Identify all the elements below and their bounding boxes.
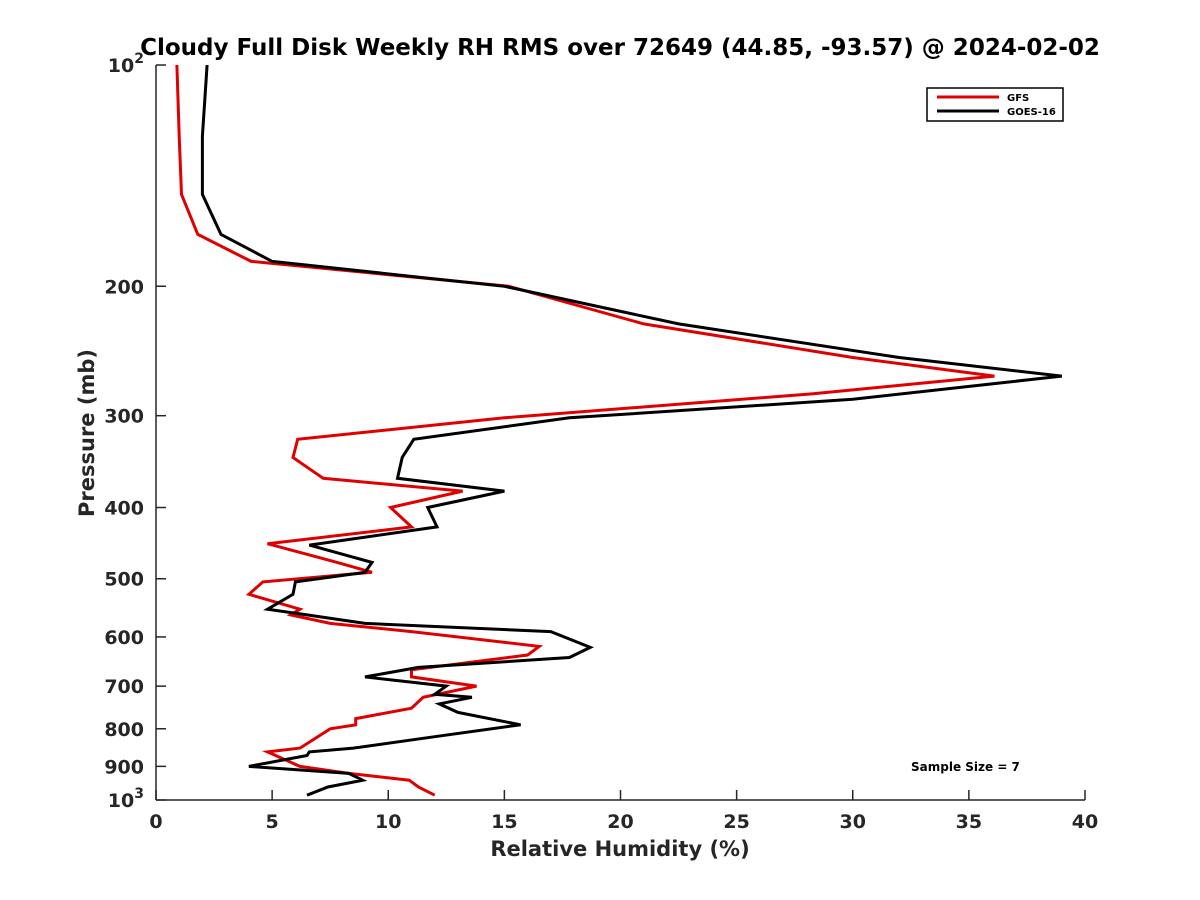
y-tick-label: 600: [104, 627, 144, 649]
sample-size-annotation: Sample Size = 7: [911, 760, 1020, 774]
x-tick-label: 20: [607, 811, 633, 833]
legend-label: GFS: [1007, 93, 1029, 104]
y-tick-label: 700: [104, 676, 144, 698]
x-axis-title: Relative Humidity (%): [490, 837, 749, 861]
series-layer: [175, 64, 1062, 797]
axes: 0 5 10 15 20 25 30 35 40 102 200 300 400 500 600 700 800…: [104, 51, 1098, 833]
y-tick-label: 900: [104, 756, 144, 778]
y-tick-label: 200: [104, 276, 144, 298]
y-tick-label: 400: [104, 498, 144, 520]
x-tick-label: 40: [1072, 811, 1098, 833]
legend-box: [926, 87, 1064, 122]
series-line-gfs: [175, 64, 995, 797]
x-tick-label: 30: [840, 811, 866, 833]
x-tick-label: 35: [956, 811, 982, 833]
legend: GFS GOES-16: [926, 87, 1064, 122]
legend-label: GOES-16: [1007, 107, 1056, 118]
x-tick-label: 25: [723, 811, 749, 833]
chart-title: Cloudy Full Disk Weekly RH RMS over 7264…: [140, 35, 1100, 61]
y-tick-label: 300: [104, 406, 144, 428]
y-tick-label: 103: [108, 786, 144, 812]
series-line-goes-16: [200, 64, 1062, 797]
x-tick-label: 0: [149, 811, 162, 833]
y-tick-label: 500: [104, 569, 144, 591]
y-tick-label: 800: [104, 719, 144, 741]
x-tick-label: 10: [375, 811, 401, 833]
y-axis-title: Pressure (mb): [75, 349, 99, 517]
y-tick-label: 102: [108, 51, 144, 77]
x-tick-label: 5: [266, 811, 279, 833]
x-tick-label: 15: [491, 811, 517, 833]
